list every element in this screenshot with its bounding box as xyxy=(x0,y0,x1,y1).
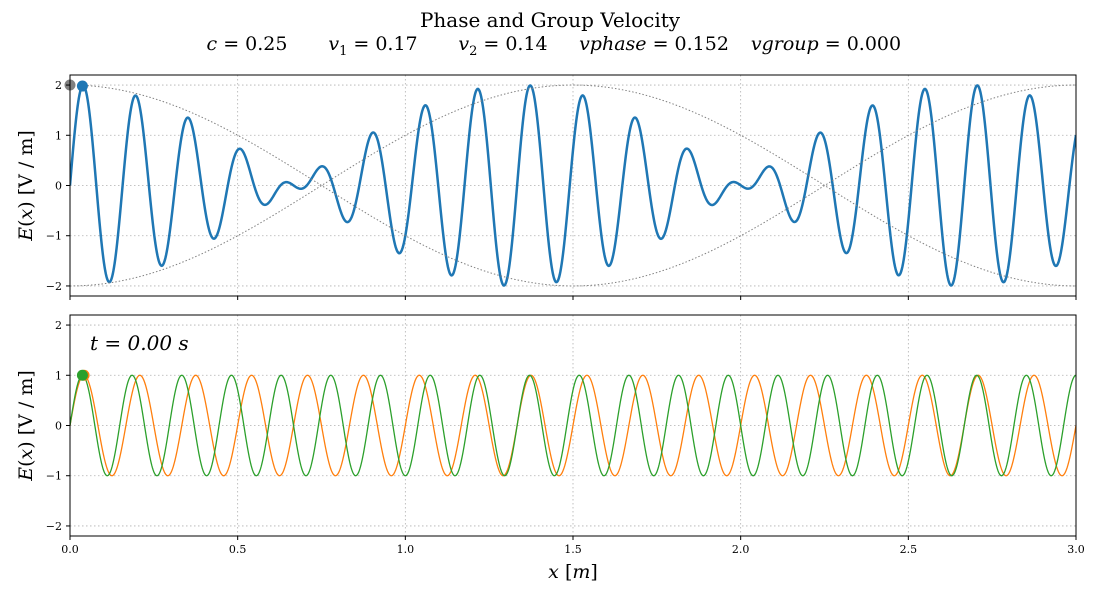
x-tick-label: 2.0 xyxy=(732,543,750,556)
param-4: vgroup = 0.000 xyxy=(751,33,901,55)
grid xyxy=(69,75,1077,296)
x-tick-label: 0.0 xyxy=(61,543,79,556)
series-wave-1 xyxy=(70,374,1076,477)
y-tick-label: 2 xyxy=(55,79,62,92)
y-tick-label: 1 xyxy=(55,369,62,382)
x-tick-label: 3.0 xyxy=(1067,543,1085,556)
param-2: v2 = 0.14 xyxy=(458,33,547,59)
series-wave-2 xyxy=(70,374,1076,477)
y-axis-label: E(x) [V / m] xyxy=(15,130,37,242)
param-3: vphase = 0.152 xyxy=(579,33,729,55)
y-tick-label: 0 xyxy=(55,180,62,193)
param-1: v1 = 0.17 xyxy=(328,33,417,59)
top-panel: −2 −1 0 1 2 E(x) [V / m] xyxy=(15,74,1077,300)
series-envelope xyxy=(70,84,1076,287)
series-envelope-lower xyxy=(70,84,1076,287)
chart-title: Phase and Group Velocity xyxy=(420,8,681,32)
param-0: c = 0.25 xyxy=(207,33,288,55)
marker-1 xyxy=(76,80,88,92)
y-tick-label: −1 xyxy=(46,470,62,483)
y-axis-label: E(x) [V / m] xyxy=(15,370,37,482)
plot-area xyxy=(70,374,1076,477)
y-tick-label: 0 xyxy=(55,420,62,433)
series-sum xyxy=(70,84,1076,287)
y-tick-label: 2 xyxy=(55,319,62,332)
marker-1 xyxy=(76,369,88,381)
x-tick-label: 2.5 xyxy=(900,543,918,556)
y-tick-label: −1 xyxy=(46,230,62,243)
parameter-line: c = 0.25 v1 = 0.17 v2 = 0.14 vphase = 0.152… xyxy=(207,33,902,59)
x-axis-label: x [m] xyxy=(548,561,598,583)
y-tick-label: 1 xyxy=(55,129,62,142)
x-tick-label: 1.0 xyxy=(397,543,415,556)
y-tick-label: −2 xyxy=(46,520,62,533)
y-tick-label: −2 xyxy=(46,280,62,293)
x-tick-label: 0.5 xyxy=(229,543,247,556)
bottom-panel: −2 −1 0 1 2 0.0 0.5 1.0 1.5 2.0 2.5 3.0 E(x) [V / m]… xyxy=(15,314,1085,583)
x-tick-label: 1.5 xyxy=(564,543,582,556)
time-annotation: t = 0.00 s xyxy=(90,331,189,355)
plot-area xyxy=(70,84,1076,287)
